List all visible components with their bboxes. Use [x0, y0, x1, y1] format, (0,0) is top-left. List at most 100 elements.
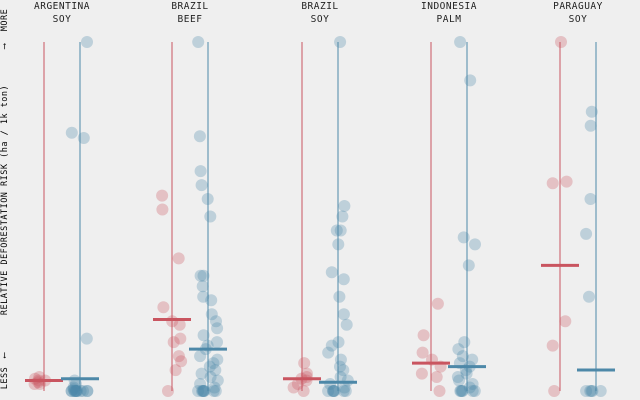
panel-title: BRAZIL SOY: [301, 1, 338, 25]
blue-data-point: [192, 385, 205, 397]
blue-data-point: [197, 269, 210, 282]
red-data-point: [555, 36, 567, 48]
red-data-point: [417, 329, 430, 342]
red-data-point: [291, 378, 304, 390]
blue-data-point: [210, 315, 222, 328]
y-axis-title: RELATIVE DEFORESTATION RISK (ha / 1k ton…: [0, 85, 10, 315]
blue-data-point: [334, 353, 347, 366]
red-data-point: [548, 385, 561, 397]
panel-title: PARAGUAY SOY: [553, 1, 603, 25]
blue-data-point: [462, 259, 475, 272]
red-data-point: [175, 355, 188, 368]
blue-data-point: [203, 360, 216, 373]
blue-data-point: [337, 308, 350, 321]
blue-data-point: [197, 329, 210, 342]
panel: BRAZIL BEEF: [153, 1, 227, 397]
blue-data-point: [455, 385, 468, 397]
blue-data-point: [451, 371, 464, 383]
blue-data-point: [194, 165, 207, 178]
blue-data-point: [70, 385, 83, 397]
blue-data-point: [339, 385, 352, 397]
panel-title-line1: ARGENTINA: [34, 1, 90, 12]
blue-data-point: [197, 385, 210, 397]
blue-data-point: [340, 318, 353, 331]
blue-data-point: [458, 336, 471, 349]
red-data-point: [156, 189, 169, 202]
blue-data-point: [208, 381, 221, 394]
panel-title-line2: PALM: [437, 14, 462, 25]
panels: ARGENTINA SOY BRAZIL BEEF BRAZIL SOY INDONESIA…: [25, 1, 615, 397]
y-axis-more-arrow: ⟶: [0, 43, 10, 50]
blue-data-point: [204, 371, 217, 383]
panel: ARGENTINA SOY: [25, 1, 99, 397]
blue-data-point: [332, 238, 345, 251]
panel-title: INDONESIA PALM: [421, 1, 477, 25]
blue-data-point: [322, 346, 335, 359]
y-axis: MORE ⟶ RELATIVE DEFORESTATION RISK (ha /…: [0, 9, 10, 389]
blue-data-point: [195, 367, 208, 380]
blue-data-point: [585, 105, 598, 118]
panel: BRAZIL SOY: [283, 1, 357, 397]
blue-data-point: [81, 36, 93, 48]
blue-data-point: [68, 385, 81, 397]
blue-data-point: [65, 385, 78, 397]
red-data-point: [431, 297, 444, 310]
red-data-point: [560, 175, 573, 188]
panel-title-line2: BEEF: [178, 14, 203, 25]
blue-data-point: [211, 336, 223, 349]
panel-title-line2: SOY: [569, 14, 588, 25]
panel-title-line1: PARAGUAY: [553, 1, 603, 12]
blue-data-point: [336, 210, 349, 223]
blue-data-point: [457, 231, 470, 244]
blue-data-point: [464, 74, 477, 87]
blue-data-point: [211, 353, 224, 366]
blue-data-point: [201, 193, 214, 205]
blue-data-point: [77, 132, 90, 144]
blue-data-point: [205, 294, 218, 307]
red-data-point: [156, 203, 169, 216]
red-data-point: [172, 350, 185, 363]
red-data-point: [298, 357, 311, 370]
red-data-point: [287, 381, 300, 394]
blue-data-point: [337, 385, 350, 397]
blue-data-point: [205, 308, 218, 321]
blue-data-point: [211, 374, 224, 387]
red-data-point: [415, 367, 428, 380]
blue-data-point: [580, 385, 593, 397]
blue-data-point: [325, 339, 338, 352]
blue-data-point: [466, 378, 479, 390]
blue-data-point: [460, 367, 473, 380]
blue-data-point: [327, 385, 340, 397]
blue-data-point: [69, 378, 82, 390]
red-data-point: [157, 301, 170, 314]
blue-data-point: [337, 273, 350, 286]
blue-data-point: [468, 385, 481, 397]
red-data-point: [173, 318, 186, 331]
blue-data-point: [580, 227, 593, 240]
blue-data-point: [207, 385, 220, 397]
blue-data-point: [196, 385, 209, 397]
red-data-point: [297, 385, 310, 397]
blue-data-point: [456, 385, 469, 397]
panel-title-line1: BRAZIL: [301, 1, 338, 12]
blue-data-point: [71, 385, 84, 397]
blue-data-point: [469, 238, 481, 251]
red-data-point: [162, 385, 174, 397]
blue-data-point: [194, 350, 207, 363]
blue-data-point: [452, 343, 465, 356]
blue-data-point: [81, 385, 94, 397]
blue-data-point: [70, 385, 83, 397]
blue-data-point: [334, 360, 346, 373]
blue-data-point: [196, 280, 209, 293]
panel-title-line2: SOY: [53, 14, 72, 25]
blue-data-point: [328, 385, 341, 397]
blue-data-point: [338, 200, 351, 212]
red-data-point: [300, 367, 313, 380]
panel: PARAGUAY SOY: [541, 1, 615, 397]
red-data-point: [430, 371, 443, 383]
panel-title-line1: INDONESIA: [421, 1, 477, 12]
blue-data-point: [65, 126, 78, 139]
blue-data-point: [65, 385, 78, 397]
blue-data-point: [454, 36, 467, 48]
